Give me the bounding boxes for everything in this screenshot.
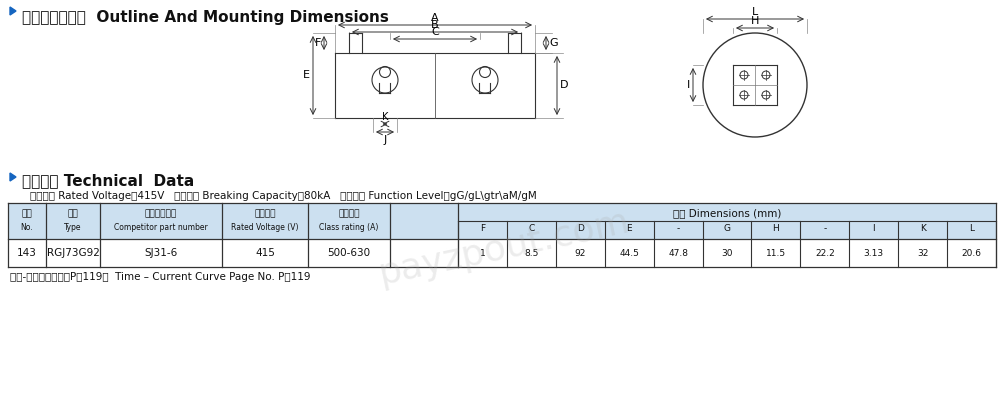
Text: 序号: 序号: [22, 209, 32, 218]
Text: 1: 1: [479, 249, 484, 258]
Text: RGJ73G92: RGJ73G92: [46, 248, 99, 258]
Text: 额定电压: 额定电压: [254, 209, 276, 218]
Text: -: -: [676, 224, 679, 233]
Text: 44.5: 44.5: [619, 249, 639, 258]
Polygon shape: [10, 173, 16, 181]
Bar: [8, 203, 995, 239]
Text: 11.5: 11.5: [765, 249, 785, 258]
Text: No.: No.: [21, 223, 33, 232]
Text: L: L: [751, 7, 757, 17]
Text: 时间-电流特性曲线见P－119页  Time – Current Curve Page No. P－119: 时间-电流特性曲线见P－119页 Time – Current Curve Pa…: [10, 272, 310, 282]
Polygon shape: [10, 7, 16, 15]
Text: K: K: [919, 224, 925, 233]
Text: payzpout.com: payzpout.com: [375, 205, 632, 291]
Text: 电流等级: 电流等级: [338, 209, 359, 218]
Text: C: C: [430, 27, 438, 37]
Text: 外形及安装尺寸  Outline And Mounting Dimensions: 外形及安装尺寸 Outline And Mounting Dimensions: [22, 10, 388, 25]
Text: 92: 92: [574, 249, 586, 258]
Text: 22.2: 22.2: [814, 249, 833, 258]
Text: Type: Type: [64, 223, 81, 232]
Text: 同类产品型号: 同类产品型号: [144, 209, 177, 218]
Text: 额定电压 Rated Voltage：415V   分断能力 Breaking Capacity：80kA   功能等级 Function Level：gG/g: 额定电压 Rated Voltage：415V 分断能力 Breaking Ca…: [30, 191, 537, 201]
Text: G: G: [723, 224, 730, 233]
Text: 143: 143: [17, 248, 37, 258]
Text: K: K: [381, 112, 388, 122]
Text: B: B: [430, 20, 438, 30]
Text: 20.6: 20.6: [961, 249, 981, 258]
Text: -: -: [822, 224, 825, 233]
Text: Class rating (A): Class rating (A): [319, 223, 378, 232]
Text: SJ31-6: SJ31-6: [144, 248, 178, 258]
Text: H: H: [771, 224, 778, 233]
Text: 415: 415: [255, 248, 275, 258]
Text: G: G: [549, 38, 557, 48]
Text: E: E: [626, 224, 631, 233]
Text: E: E: [303, 71, 310, 81]
Text: Competitor part number: Competitor part number: [114, 223, 208, 232]
Text: Rated Voltage (V): Rated Voltage (V): [231, 223, 299, 232]
Text: H: H: [750, 16, 758, 26]
Text: 47.8: 47.8: [667, 249, 687, 258]
Text: 型号: 型号: [67, 209, 78, 218]
Text: 8.5: 8.5: [524, 249, 538, 258]
Text: F: F: [479, 224, 484, 233]
Text: I: I: [872, 224, 875, 233]
Text: D: D: [577, 224, 583, 233]
Text: A: A: [430, 13, 438, 23]
Text: C: C: [528, 224, 534, 233]
Text: D: D: [560, 81, 568, 91]
Text: 尺寸 Dimensions (mm): 尺寸 Dimensions (mm): [672, 208, 780, 218]
Text: 技术参数 Technical  Data: 技术参数 Technical Data: [22, 173, 194, 188]
Bar: [8, 239, 995, 267]
Text: F: F: [314, 38, 321, 48]
Text: 30: 30: [720, 249, 732, 258]
Text: I: I: [686, 80, 689, 90]
Text: 32: 32: [916, 249, 928, 258]
Text: 3.13: 3.13: [863, 249, 883, 258]
Text: 500-630: 500-630: [327, 248, 370, 258]
Text: J: J: [383, 135, 386, 145]
Text: L: L: [968, 224, 973, 233]
